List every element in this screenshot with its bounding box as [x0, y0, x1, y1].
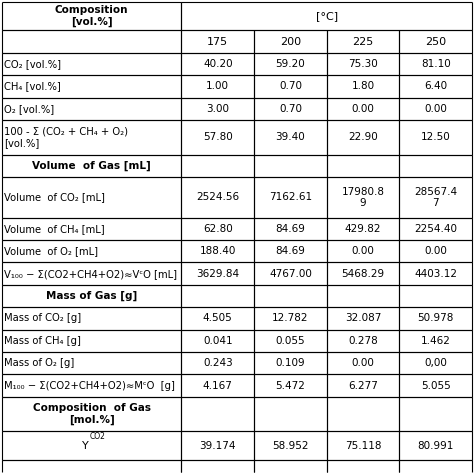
Text: Y: Y [82, 440, 89, 451]
Text: 6.277: 6.277 [348, 381, 378, 391]
Text: 5468.29: 5468.29 [341, 269, 384, 279]
Text: 5.055: 5.055 [421, 381, 451, 391]
Text: 84.69: 84.69 [275, 246, 305, 256]
Text: V₁₀₀ − Σ(CO2+CH4+O2)≈VᶜO [mL]: V₁₀₀ − Σ(CO2+CH4+O2)≈VᶜO [mL] [4, 269, 177, 279]
Text: Composition  of Gas
[mol.%]: Composition of Gas [mol.%] [33, 403, 151, 425]
Text: 12.50: 12.50 [421, 132, 451, 142]
Text: 3629.84: 3629.84 [196, 269, 239, 279]
Text: 39.174: 39.174 [200, 440, 236, 451]
Text: Volume  of CH₄ [mL]: Volume of CH₄ [mL] [4, 224, 105, 234]
Text: 57.80: 57.80 [203, 132, 233, 142]
Text: [°C]: [°C] [316, 11, 338, 21]
Text: 175: 175 [207, 36, 228, 46]
Text: M₁₀₀ − Σ(CO2+CH4+O2)≈MᶜO  [g]: M₁₀₀ − Σ(CO2+CH4+O2)≈MᶜO [g] [4, 381, 175, 391]
Text: 2524.56: 2524.56 [196, 192, 239, 202]
Text: 3.00: 3.00 [206, 104, 229, 114]
Text: 7162.61: 7162.61 [269, 192, 312, 202]
Text: Volume  of Gas [mL]: Volume of Gas [mL] [32, 161, 151, 171]
Text: 0.109: 0.109 [275, 358, 305, 368]
Text: 28567.4
7: 28567.4 7 [414, 187, 457, 208]
Text: 84.69: 84.69 [275, 224, 305, 234]
Text: 429.82: 429.82 [345, 224, 381, 234]
Text: 12.782: 12.782 [272, 313, 309, 323]
Text: 2254.40: 2254.40 [414, 224, 457, 234]
Text: 0.70: 0.70 [279, 104, 302, 114]
Text: Mass of CH₄ [g]: Mass of CH₄ [g] [4, 336, 81, 346]
Text: 4.505: 4.505 [203, 313, 233, 323]
Text: Volume  of O₂ [mL]: Volume of O₂ [mL] [4, 246, 98, 256]
Text: Mass of Gas [g]: Mass of Gas [g] [46, 291, 137, 301]
Text: 5.472: 5.472 [275, 381, 305, 391]
Text: 75.118: 75.118 [345, 440, 381, 451]
Text: 0.00: 0.00 [352, 358, 374, 368]
Text: 22.90: 22.90 [348, 132, 378, 142]
Text: 1.462: 1.462 [421, 336, 451, 346]
Text: Volume  of CO₂ [mL]: Volume of CO₂ [mL] [4, 192, 105, 202]
Text: 0.278: 0.278 [348, 336, 378, 346]
Text: 58.952: 58.952 [272, 440, 309, 451]
Text: Mass of O₂ [g]: Mass of O₂ [g] [4, 358, 74, 368]
Text: 59.20: 59.20 [275, 59, 305, 69]
Text: 0.70: 0.70 [279, 82, 302, 91]
Text: CO₂ [vol.%]: CO₂ [vol.%] [4, 59, 61, 69]
Text: Composition
[vol.%]: Composition [vol.%] [55, 5, 128, 27]
Text: 0.00: 0.00 [352, 104, 374, 114]
Text: 100 - Σ (CO₂ + CH₄ + O₂)
[vol.%]: 100 - Σ (CO₂ + CH₄ + O₂) [vol.%] [4, 127, 128, 148]
Text: 81.10: 81.10 [421, 59, 451, 69]
Text: 0.055: 0.055 [275, 336, 305, 346]
Text: 32.087: 32.087 [345, 313, 381, 323]
Text: 1.80: 1.80 [352, 82, 374, 91]
Text: 4403.12: 4403.12 [414, 269, 457, 279]
Text: O₂ [vol.%]: O₂ [vol.%] [4, 104, 54, 114]
Text: 0.00: 0.00 [424, 246, 447, 256]
Text: 80.991: 80.991 [418, 440, 454, 451]
Text: Mass of CO₂ [g]: Mass of CO₂ [g] [4, 313, 81, 323]
Text: 225: 225 [353, 36, 374, 46]
Text: 0,00: 0,00 [424, 358, 447, 368]
Text: 1.00: 1.00 [206, 82, 229, 91]
Text: 6.40: 6.40 [424, 82, 447, 91]
Text: 4767.00: 4767.00 [269, 269, 312, 279]
Text: CH₄ [vol.%]: CH₄ [vol.%] [4, 82, 61, 91]
Text: 0.00: 0.00 [352, 246, 374, 256]
Text: 50.978: 50.978 [418, 313, 454, 323]
Text: CO2: CO2 [90, 432, 106, 441]
Text: 0.243: 0.243 [203, 358, 233, 368]
Text: 17980.8
9: 17980.8 9 [342, 187, 384, 208]
Text: 200: 200 [280, 36, 301, 46]
Text: 39.40: 39.40 [275, 132, 305, 142]
Text: 75.30: 75.30 [348, 59, 378, 69]
Text: 62.80: 62.80 [203, 224, 233, 234]
Text: 0.00: 0.00 [424, 104, 447, 114]
Text: 188.40: 188.40 [200, 246, 236, 256]
Text: 0.041: 0.041 [203, 336, 233, 346]
Text: 4.167: 4.167 [203, 381, 233, 391]
Text: 40.20: 40.20 [203, 59, 233, 69]
Text: 250: 250 [425, 36, 446, 46]
